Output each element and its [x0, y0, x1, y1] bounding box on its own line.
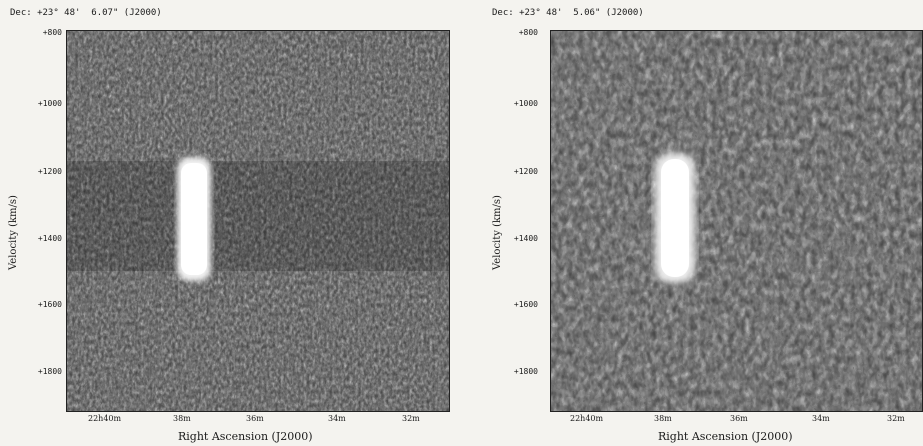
- noise-map: [67, 31, 449, 411]
- y-tick-label: +1200: [513, 167, 538, 176]
- x-tick-label: 22h40m: [88, 414, 122, 423]
- x-axis-label: Right Ascension (J2000): [658, 430, 793, 443]
- x-tick-label: 34m: [812, 414, 830, 423]
- x-tick-label: 34m: [328, 414, 346, 423]
- dec-label: Dec: +23° 48' 5.06" (J2000): [492, 8, 644, 18]
- x-tick-label: 22h40m: [570, 414, 604, 423]
- x-tick-label: 38m: [654, 414, 672, 423]
- x-axis-label: Right Ascension (J2000): [178, 430, 313, 443]
- y-tick-label: +800: [518, 28, 538, 37]
- noise-map: [551, 31, 922, 411]
- y-tick-label: +1000: [513, 99, 538, 108]
- y-tick-label: +1000: [37, 99, 62, 108]
- y-axis-label: Velocity (km/s): [8, 195, 19, 270]
- y-tick-label: +1200: [37, 167, 62, 176]
- emission-core: [181, 163, 207, 275]
- y-axis-label: Velocity (km/s): [492, 195, 503, 270]
- x-tick-label: 32m: [887, 414, 905, 423]
- dark-band: [67, 161, 449, 271]
- noise-field: [67, 31, 449, 411]
- y-tick-label: +1800: [37, 367, 62, 376]
- left-panel: Dec: +23° 48' 6.07" (J2000) +800 +1000 +…: [0, 0, 450, 446]
- noise-field: [551, 31, 922, 411]
- y-tick-label: +1400: [513, 234, 538, 243]
- x-tick-label: 38m: [173, 414, 191, 423]
- y-tick-label: +1400: [37, 234, 62, 243]
- y-tick-label: +1600: [513, 300, 538, 309]
- position-velocity-image: [66, 30, 450, 412]
- x-tick-label: 32m: [402, 414, 420, 423]
- x-tick-label: 36m: [730, 414, 748, 423]
- emission-core: [661, 159, 689, 277]
- position-velocity-image: [550, 30, 923, 412]
- x-tick-label: 36m: [246, 414, 264, 423]
- dec-label: Dec: +23° 48' 6.07" (J2000): [10, 8, 162, 18]
- y-tick-label: +800: [42, 28, 62, 37]
- y-tick-label: +1600: [37, 300, 62, 309]
- right-panel: Dec: +23° 48' 5.06" (J2000) +800 +1000 +…: [482, 0, 923, 446]
- y-tick-label: +1800: [513, 367, 538, 376]
